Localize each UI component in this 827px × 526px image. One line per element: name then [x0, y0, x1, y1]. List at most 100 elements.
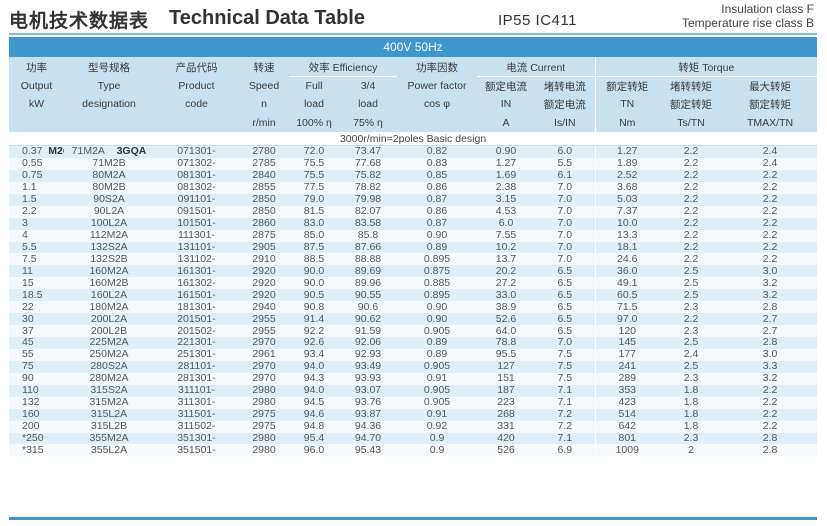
cell-max-torque-ratio: 3.2: [723, 289, 818, 302]
cell-product-code: 311502-: [154, 420, 239, 433]
cell-type: 160M2B: [64, 277, 154, 290]
cell-power-factor: 0.905: [397, 360, 477, 373]
cell-type: 80M2B: [64, 181, 154, 194]
cell-rated-current: 187: [477, 384, 535, 397]
cell-speed: 2970: [239, 337, 289, 349]
header-eff-34: 3/4: [339, 76, 397, 95]
cell-efficiency-34: 93.93: [339, 372, 397, 385]
cell-product-code: 131102-: [154, 253, 239, 266]
cell-product-code: 161501-: [154, 289, 239, 302]
table-row: 0.75 80M2A 081301- 2840 75.5 75.82 0.85 1.69 6.1…: [9, 169, 818, 182]
header-eff-full: Full: [289, 76, 339, 95]
cell-type: 100L2A: [64, 217, 154, 230]
cell-power: 132: [9, 396, 64, 409]
cell-locked-torque-ratio: 2.3: [659, 325, 723, 337]
cell-locked-current-ratio: 7.1: [535, 396, 595, 409]
table-row: 22 180M2A 181301- 2940 90.8 90.6 0.90 38.9 6.5 71…: [9, 301, 818, 314]
cell-rated-torque: 177: [594, 348, 659, 361]
cell-efficiency-full: 90.0: [289, 277, 339, 290]
cell-type: 90L2A: [64, 205, 154, 218]
header-type-en2: designation: [64, 95, 154, 113]
cell-max-torque-ratio: 2.4: [723, 145, 818, 158]
cell-max-torque-ratio: 2.8: [723, 432, 818, 445]
table-row: 55 250M2A 251301- 2961 93.4 92.93 0.89 95.5 7.5 1…: [9, 348, 818, 361]
cell-rated-current: 20.2: [477, 265, 535, 278]
table-row: 11 160M2A 161301- 2920 90.0 89.69 0.875 20.2 6.5…: [9, 265, 818, 278]
cell-max-torque-ratio: 2.7: [723, 325, 818, 337]
cell-power-factor: 0.89: [397, 337, 477, 349]
cell-efficiency-34: 92.93: [339, 348, 397, 361]
header-power-en: Output: [9, 76, 64, 95]
protection-class: IP55 IC411: [498, 12, 577, 29]
cell-rated-current: 526: [477, 444, 535, 457]
cell-power: 200: [9, 420, 64, 433]
cell-type: 250M2A: [64, 348, 154, 361]
header-eff-34-pct: 75% η: [339, 113, 397, 132]
cell-efficiency-full: 85.0: [289, 229, 339, 242]
cell-locked-torque-ratio: 2: [659, 444, 723, 457]
cell-rated-torque: 60.5: [594, 289, 659, 302]
cell-rated-torque: 642: [594, 420, 659, 433]
header-tmax-cn2: 额定转矩: [723, 95, 818, 113]
cell-product-code: 221301-: [154, 337, 239, 349]
table-row: 7.5 132S2B 131102- 2910 88.5 88.88 0.895 13.7 7.…: [9, 253, 818, 266]
cell-locked-current-ratio: 6.5: [535, 289, 595, 302]
cell-efficiency-34: 93.87: [339, 408, 397, 421]
cell-efficiency-34: 94.36: [339, 420, 397, 433]
cell-product-code: 311501-: [154, 408, 239, 421]
cell-rated-current: 7.55: [477, 229, 535, 242]
table-row: 200 315L2B 311502- 2975 94.8 94.36 0.92 331 7.2 6…: [9, 420, 818, 433]
cell-speed: 2955: [239, 313, 289, 326]
cell-locked-current-ratio: 7.0: [535, 337, 595, 349]
cell-locked-torque-ratio: 2.2: [659, 157, 723, 170]
cell-efficiency-34: 73.47: [339, 145, 397, 158]
cell-locked-current-ratio: 7.0: [535, 241, 595, 254]
table-row: 1.1 80M2B 081302- 2855 77.5 78.82 0.86 2.38 7.0 3…: [9, 181, 818, 194]
cell-locked-torque-ratio: 2.2: [659, 181, 723, 194]
table-row: 3 100L2A 101501- 2860 83.0 83.58 0.87 6.0 7.0 10.…: [9, 217, 818, 230]
cell-product-code: 111301-: [154, 229, 239, 242]
cell-product-code: 131101-: [154, 241, 239, 254]
cell-product-code: 091501-: [154, 205, 239, 218]
cell-value: 0.37: [22, 145, 43, 158]
header-in-unit: A: [477, 113, 535, 132]
table-bottom-rule: [9, 517, 817, 520]
cell-efficiency-full: 94.3: [289, 372, 339, 385]
cell-locked-current-ratio: 7.0: [535, 217, 595, 230]
cell-type: 315M2A: [64, 396, 154, 409]
cell-locked-current-ratio: 7.0: [535, 253, 595, 266]
cell-rated-torque: 18.1: [594, 241, 659, 254]
temperature-rise-class: Temperature rise class B: [681, 16, 814, 30]
cell-locked-torque-ratio: 2.2: [659, 169, 723, 182]
cell-power-factor: 0.905: [397, 396, 477, 409]
table-row: 132 315M2A 311301- 2980 94.5 93.76 0.905 223 7.1…: [9, 396, 818, 409]
cell-efficiency-full: 90.8: [289, 301, 339, 314]
cell-efficiency-34: 87.66: [339, 241, 397, 254]
cell-speed: 2975: [239, 420, 289, 433]
cell-efficiency-34: 83.58: [339, 217, 397, 230]
cell-rated-torque: 1009: [594, 444, 659, 457]
header-is-cn: 堵转电流: [535, 76, 595, 95]
cell-type: 80M2A: [64, 169, 154, 182]
cell-rated-torque: 514: [594, 408, 659, 421]
cell-power-factor: 0.905: [397, 384, 477, 397]
table-row: 30 200L2A 201501- 2955 91.4 90.62 0.90 52.6 6.5 9…: [9, 313, 818, 326]
cell-product-code: 351501-: [154, 444, 239, 457]
cell-rated-current: 95.5: [477, 348, 535, 361]
cell-locked-current-ratio: 7.5: [535, 348, 595, 361]
cell-rated-torque: 7.37: [594, 205, 659, 218]
cell-efficiency-full: 90.5: [289, 289, 339, 302]
cell-efficiency-34: 79.98: [339, 193, 397, 206]
cell-max-torque-ratio: 2.8: [723, 444, 818, 457]
cell-locked-current-ratio: 7.0: [535, 229, 595, 242]
frame-code-m2qa: M2QA: [48, 145, 64, 158]
cell-locked-current-ratio: 7.1: [535, 432, 595, 445]
header-blank-pf: [397, 113, 477, 132]
header-ts-cn: 堵转转矩: [659, 76, 723, 95]
cell-product-code: 081301-: [154, 169, 239, 182]
cell-max-torque-ratio: 2.2: [723, 193, 818, 206]
cell-speed: 2980: [239, 444, 289, 457]
cell-power: 30: [9, 313, 64, 326]
cell-type: 355M2A: [64, 432, 154, 445]
cell-speed: 2875: [239, 229, 289, 242]
